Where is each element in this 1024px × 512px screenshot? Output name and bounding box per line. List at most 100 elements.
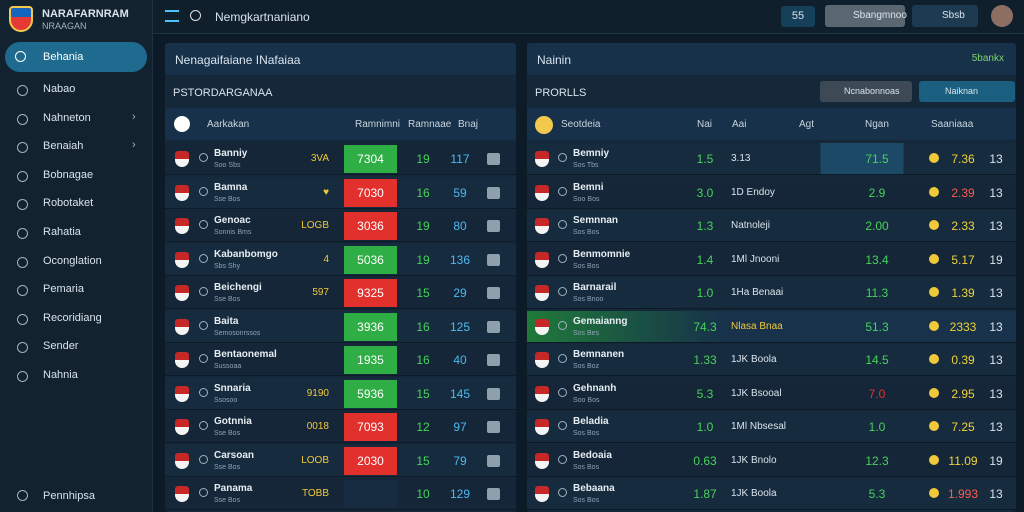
footer-link[interactable]: Pennhipsa — [43, 490, 95, 502]
action[interactable] — [487, 488, 500, 500]
action[interactable] — [487, 153, 500, 165]
stat: 13 — [989, 185, 1003, 200]
nav-item[interactable]: Bobnagae — [43, 168, 94, 181]
odds[interactable]: 2030 — [344, 446, 397, 475]
price[interactable]: 51.3 — [865, 319, 889, 334]
table-row[interactable]: Snnaria Ssosoo 9190 5936 15 145 — [165, 377, 516, 410]
table-row[interactable]: Banniy Soo Sbs 3VA 7304 19 117 — [165, 143, 516, 175]
price[interactable]: 71.5 — [865, 152, 889, 166]
user-button[interactable]: Sbsb — [912, 5, 978, 27]
table-row[interactable]: Kabanbomgo Sbs Shy 4 5036 19 136 — [165, 243, 516, 276]
table-row[interactable]: Gotnnia Sse Bos 0018 7093 12 97 — [165, 411, 516, 443]
stat: 5.3 — [696, 386, 714, 401]
nav-item[interactable]: Nabao — [43, 83, 76, 95]
nav-item[interactable]: Rahatia — [43, 226, 81, 238]
odds[interactable]: 7030 — [344, 178, 397, 207]
brand: NARAFARNRAM — [42, 8, 129, 20]
nav-item[interactable]: Pemaria — [43, 283, 84, 296]
action[interactable] — [487, 454, 500, 467]
price[interactable]: 1.0 — [868, 420, 886, 434]
table-row[interactable]: Bemnanen Sos Boz 1.33 1JK Boola 14.5 0.39 13 — [527, 344, 1016, 376]
table-row[interactable]: Genoac Sonnis Bms LOGB 3036 19 80 — [165, 210, 516, 242]
odds[interactable]: 7093 — [344, 413, 397, 441]
price[interactable]: 5.3 — [868, 487, 886, 501]
odds[interactable]: 1935 — [344, 346, 397, 374]
table-row[interactable]: Panama Sse Bos TOBB 10 129 — [165, 478, 516, 510]
nav-item[interactable]: Robotaket — [43, 197, 94, 210]
price[interactable]: 7.25 — [951, 420, 975, 434]
table-row[interactable]: Beladia Sos Bos 1.0 1Ml Nbsesal 1.0 7.25 13 — [527, 411, 1016, 443]
table-row[interactable]: Baita Semosonrssos 3936 16 125 — [165, 310, 516, 343]
action[interactable] — [487, 387, 500, 400]
crest — [175, 385, 189, 402]
market: 1Ml Jnooni — [731, 253, 780, 265]
price[interactable]: 2.95 — [951, 386, 975, 401]
action[interactable] — [487, 354, 500, 366]
nav-item[interactable]: Sender — [43, 340, 79, 353]
action[interactable] — [487, 186, 500, 199]
price[interactable]: 1.993 — [947, 487, 979, 501]
price[interactable]: 2.39 — [951, 185, 975, 200]
nav-item[interactable]: Nahnia — [43, 369, 78, 381]
odds[interactable]: 3036 — [344, 212, 397, 240]
odds[interactable]: 9325 — [344, 279, 397, 307]
price[interactable]: 5.17 — [951, 252, 975, 267]
price[interactable]: 2.33 — [951, 219, 975, 233]
action[interactable] — [487, 320, 500, 333]
odds[interactable]: 5936 — [344, 379, 397, 408]
table-row[interactable]: Beichengi Sse Bos 597 9325 15 29 — [165, 277, 516, 309]
menu-icon[interactable] — [165, 10, 179, 22]
stat: 19 — [989, 252, 1003, 267]
odds[interactable]: 3936 — [344, 312, 397, 341]
team-name: Benmomnie — [573, 248, 631, 260]
nav-active[interactable]: Behania — [5, 42, 147, 72]
column-header: Saaniaaa — [931, 119, 974, 130]
table-row[interactable]: Bemni Soo Bos 3.0 1D Endoy 2.9 2.39 13 — [527, 176, 1016, 209]
filter-button[interactable]: Ncnabonnoas — [820, 81, 912, 102]
table-row[interactable]: Gehnanh Soo Bos 5.3 1JK Bsooal 7.0 2.95 13 — [527, 377, 1016, 410]
table-row[interactable]: Bamna Sse Bos ♥ 7030 16 59 — [165, 176, 516, 209]
nav-item[interactable]: Benaiah — [43, 140, 84, 153]
action[interactable] — [487, 421, 500, 433]
table-row[interactable]: Bedoaia Sos Bos 0.63 1JK Bnolo 12.3 11.09 19 — [527, 444, 1016, 477]
right-panel: Nainin 5bankx PRORLLS Ncnabonnoas Naikna… — [527, 43, 1016, 512]
action[interactable] — [487, 287, 500, 299]
price[interactable]: 2.9 — [868, 185, 886, 200]
price[interactable]: 13.4 — [865, 252, 889, 267]
price[interactable]: 11.3 — [865, 286, 889, 300]
action[interactable] — [487, 220, 500, 232]
price[interactable]: 7.36 — [951, 152, 975, 166]
table-row[interactable]: Bentaonemal Sussoaa 1935 16 40 — [165, 344, 516, 376]
table-row[interactable]: Carsoan Sse Bos LOOB 2030 15 79 — [165, 444, 516, 477]
nav-item[interactable]: Nahneton — [43, 111, 91, 124]
table-row[interactable]: Bebaana Sos Bos 1.87 1JK Boola 5.3 1.993 13 — [527, 478, 1016, 510]
avatar[interactable] — [991, 5, 1013, 27]
crest — [175, 184, 189, 201]
table-row[interactable]: Benmomnie Sos Bos 1.4 1Ml Jnooni 13.4 5.17 19 — [527, 243, 1016, 276]
odds[interactable]: 5036 — [344, 245, 397, 274]
badge[interactable]: 55 — [781, 6, 815, 27]
table-row[interactable]: Gemaianng Sos Bes 74.3 Nlasa Bnaa 51.3 2333 13 — [527, 310, 1016, 343]
table-row[interactable]: Barnarail Sos Bnoo 1.0 1Ha Benaai 11.3 1.39 13 — [527, 277, 1016, 309]
filter-button[interactable]: Naiknan — [919, 81, 1015, 102]
table-row[interactable]: Bemniy Sos Tbs 1.5 3.13 71.5 7.36 13 — [527, 143, 1016, 175]
top-button[interactable]: Sbangmnoo — [825, 5, 907, 27]
action[interactable] — [487, 253, 500, 266]
nav-item[interactable]: Oconglation — [43, 254, 102, 267]
price[interactable]: 1.39 — [951, 286, 975, 300]
price[interactable]: 2333 — [949, 319, 977, 334]
search-text[interactable]: Nemgkartnaniano — [215, 10, 310, 24]
odds[interactable] — [344, 480, 397, 508]
price[interactable]: 12.3 — [865, 453, 889, 468]
market: Natnoleji — [731, 220, 770, 231]
price[interactable]: 2.00 — [865, 219, 889, 233]
column-header: Ngan — [865, 119, 889, 130]
price[interactable]: 7.0 — [868, 386, 886, 401]
table-row[interactable]: Semnnan Sos Bos 1.3 Natnoleji 2.00 2.33 13 — [527, 210, 1016, 242]
odds[interactable]: 7304 — [344, 145, 397, 173]
stat: 3.0 — [696, 185, 714, 200]
price[interactable]: 11.09 — [948, 453, 978, 468]
price[interactable]: 14.5 — [865, 353, 889, 367]
price[interactable]: 0.39 — [951, 353, 975, 367]
nav-item[interactable]: Recoridiang — [43, 311, 102, 324]
